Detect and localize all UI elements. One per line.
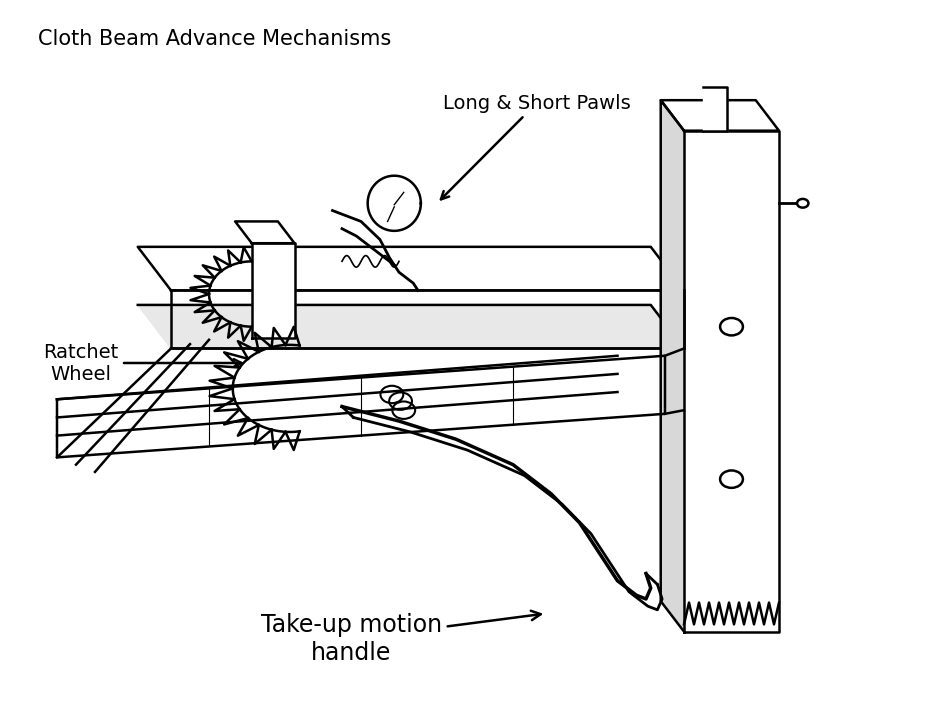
Polygon shape: [252, 243, 294, 338]
Text: Ratchet
Wheel: Ratchet Wheel: [43, 343, 241, 383]
Circle shape: [797, 199, 808, 208]
Polygon shape: [703, 87, 727, 131]
Polygon shape: [171, 290, 684, 348]
Polygon shape: [236, 221, 294, 243]
Text: Long & Short Pawls: Long & Short Pawls: [441, 94, 631, 200]
Polygon shape: [684, 131, 779, 632]
Polygon shape: [138, 305, 684, 348]
Text: Take-up motion
handle: Take-up motion handle: [261, 611, 541, 665]
Text: Cloth Beam Advance Mechanisms: Cloth Beam Advance Mechanisms: [38, 29, 391, 49]
Circle shape: [720, 318, 743, 335]
Polygon shape: [661, 100, 684, 632]
Polygon shape: [57, 356, 665, 457]
Polygon shape: [368, 176, 421, 231]
Polygon shape: [138, 247, 684, 290]
Polygon shape: [661, 100, 779, 131]
Circle shape: [720, 470, 743, 488]
